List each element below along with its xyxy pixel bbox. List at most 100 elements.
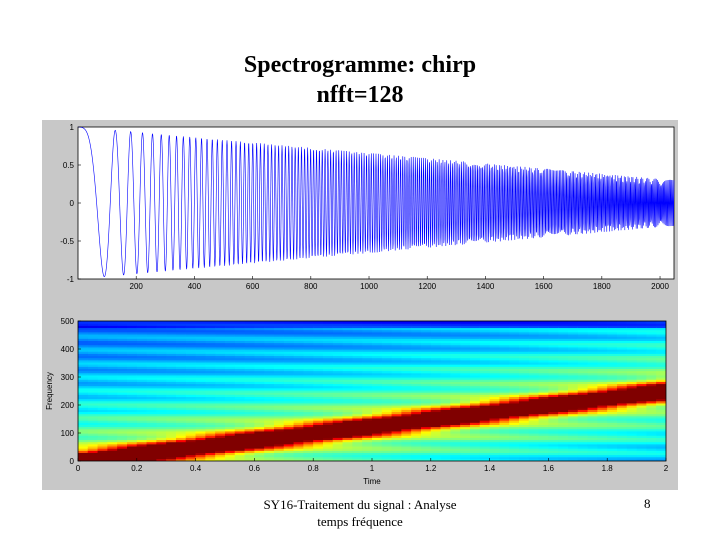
spectrogram-cell — [656, 396, 666, 400]
spectrogram-cell — [352, 454, 363, 458]
spectrogram-cell — [391, 398, 402, 402]
spectrogram-cell — [617, 437, 628, 441]
spectrogram-cell — [78, 433, 89, 436]
spectrogram-cell — [607, 426, 618, 430]
spectrogram-cell — [117, 402, 128, 406]
spectrogram-cell — [587, 346, 598, 350]
spectrogram-cell — [293, 361, 304, 365]
spectrogram-cell — [401, 402, 412, 406]
spectrogram-cell — [646, 456, 657, 460]
spectrogram-cell — [254, 400, 265, 404]
spectrogram-cell — [381, 424, 393, 428]
spectrogram-cell — [372, 331, 383, 335]
spectrogram-cell — [234, 435, 246, 438]
spectrogram-cell — [372, 430, 383, 434]
spectrogram-cell — [381, 381, 393, 385]
spectrogram-cell — [568, 422, 579, 425]
spectrogram-cell — [636, 435, 647, 438]
spectrogram-cell — [127, 366, 138, 369]
spectrogram-cell — [440, 450, 451, 453]
spectrogram-cell — [323, 445, 334, 449]
spectrogram-cell — [646, 411, 657, 415]
spectrogram-cell — [332, 377, 344, 380]
spectrogram-cell — [656, 351, 666, 354]
spectrogram-cell — [293, 379, 304, 382]
spectrogram-cell — [166, 336, 177, 339]
spectrogram-cell — [254, 357, 265, 361]
spectrogram-cell — [430, 441, 442, 445]
spectrogram-cell — [97, 396, 108, 400]
spectrogram-cell — [156, 433, 167, 436]
spectrogram-cell — [617, 407, 628, 410]
spectrogram-cell — [146, 456, 157, 460]
spectrogram-cell — [136, 396, 148, 400]
spectrogram-cell — [538, 435, 549, 438]
spectrogram-cell — [391, 437, 402, 441]
spectrogram-cell — [460, 359, 471, 363]
spectrogram-cell — [607, 420, 618, 423]
spectrogram-cell — [577, 336, 589, 339]
spectrogram-cell — [460, 364, 471, 367]
spectrogram-cell — [313, 407, 324, 410]
spectrogram-cell — [136, 430, 148, 434]
spectrogram-cell — [342, 355, 353, 359]
spectrogram-cell — [136, 355, 148, 359]
spectrogram-cell — [283, 368, 295, 372]
spectrogram-cell — [195, 340, 206, 344]
spectrogram-cell — [656, 448, 666, 451]
spectrogram-cell — [617, 411, 628, 415]
spectrogram-cell — [146, 342, 157, 346]
spectrogram-cell — [626, 439, 638, 443]
spectrogram-cell — [225, 325, 236, 329]
spectrogram-cell — [195, 377, 206, 380]
spectrogram-cell — [450, 323, 461, 326]
spectrogram-cell — [509, 370, 520, 374]
spectrogram-cell — [460, 435, 471, 438]
spectrogram-cell — [587, 389, 598, 393]
spectrogram-cell — [87, 433, 99, 436]
spectrogram-cell — [117, 454, 128, 458]
spectrogram-cell — [411, 379, 422, 382]
spectrogram-cell — [234, 450, 246, 453]
spectrogram-cell — [303, 349, 314, 352]
spectrogram-cell — [352, 400, 363, 404]
spectrogram-cell — [342, 415, 353, 419]
spectrogram-cell — [323, 413, 334, 417]
spectrogram-cell — [156, 409, 167, 413]
spectrogram-cell — [450, 331, 461, 335]
spectrogram-cell — [568, 379, 579, 382]
spectrogram-cell — [166, 407, 177, 410]
spectrogram-cell — [479, 351, 491, 354]
spectrogram-cell — [626, 411, 638, 415]
spectrogram-cell — [411, 417, 422, 421]
spectrogram-cell — [176, 433, 187, 436]
spectrogram-cell — [176, 428, 187, 432]
spectrogram-cell — [430, 331, 442, 335]
spectrogram-cell — [568, 366, 579, 369]
signal-x-tick-label: 1800 — [593, 282, 611, 291]
spectrogram-cell — [352, 398, 363, 402]
spectrogram-cell — [342, 428, 353, 432]
spectrogram-cell — [577, 346, 589, 350]
spectrogram-cell — [509, 336, 520, 339]
spectrogram-cell — [568, 394, 579, 397]
spectrogram-cell — [117, 325, 128, 329]
spectrogram-cell — [136, 420, 148, 423]
spectrogram-cell — [254, 355, 265, 359]
spectrogram-cell — [646, 338, 657, 341]
spectrogram-cell — [470, 411, 481, 415]
spectrogram-cell — [607, 437, 618, 441]
spectrogram-cell — [381, 456, 393, 460]
spectrogram-cell — [509, 428, 520, 432]
spectrogram-cell — [558, 428, 569, 432]
spectrogram-cell — [274, 426, 285, 430]
spectrogram-cell — [656, 349, 666, 352]
spectrogram-cell — [460, 342, 471, 346]
spectrogram-cell — [646, 327, 657, 331]
spectrogram-cell — [195, 428, 206, 432]
spectrogram-cell — [146, 346, 157, 350]
spectrogram-cell — [185, 327, 197, 331]
spectrogram-cell — [185, 422, 197, 425]
spectrogram-cell — [617, 351, 628, 354]
spectrogram-cell — [313, 342, 324, 346]
